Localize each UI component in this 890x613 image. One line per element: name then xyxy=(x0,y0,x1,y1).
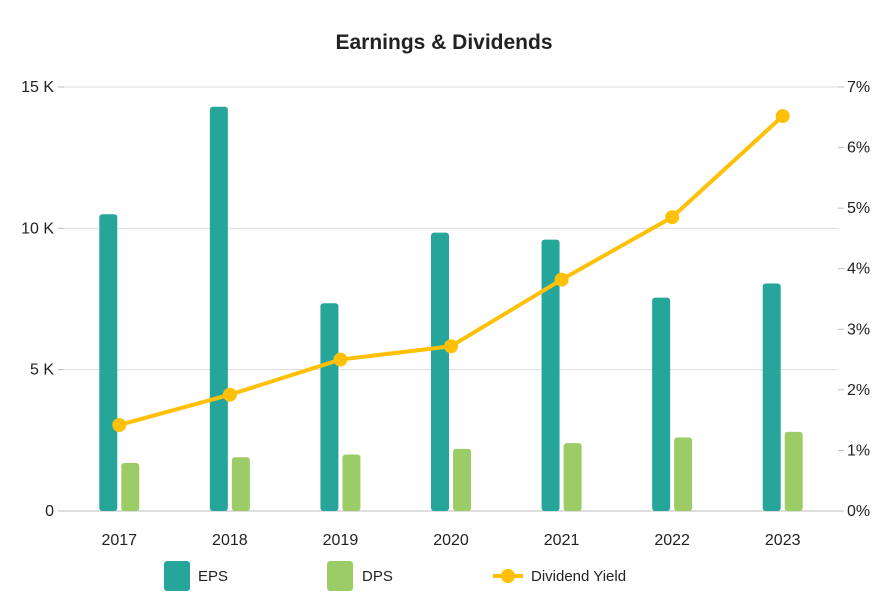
x-tick-label: 2020 xyxy=(433,532,469,549)
legend-eps-label[interactable]: EPS xyxy=(198,568,228,585)
legend-dividend-yield-label[interactable]: Dividend Yield xyxy=(531,568,626,585)
left-axis: 0 5 K 10 K 15 K xyxy=(21,79,64,520)
eps-bar[interactable] xyxy=(99,214,118,511)
dps-bar[interactable] xyxy=(342,454,361,511)
dps-bar[interactable] xyxy=(784,431,803,511)
left-tick-label: 0 xyxy=(45,503,54,520)
legend: EPS DPS Dividend Yield xyxy=(164,561,626,591)
legend-eps-swatch[interactable] xyxy=(164,561,190,591)
dividend-yield-point[interactable] xyxy=(775,109,790,124)
right-tick-label: 6% xyxy=(847,140,870,157)
legend-dps-label[interactable]: DPS xyxy=(362,568,393,585)
eps-bar[interactable] xyxy=(320,303,339,511)
dividend-yield-point[interactable] xyxy=(554,272,569,287)
eps-bar[interactable] xyxy=(652,297,671,511)
dividend-yield-point[interactable] xyxy=(112,417,127,432)
dps-bar[interactable] xyxy=(231,457,250,511)
left-tick-label: 10 K xyxy=(21,220,54,237)
dividend-yield-point[interactable] xyxy=(222,387,237,402)
left-tick-label: 5 K xyxy=(30,362,54,379)
right-tick-label: 5% xyxy=(847,200,870,217)
eps-bar[interactable] xyxy=(762,283,781,511)
legend-dps-swatch[interactable] xyxy=(327,561,353,591)
x-tick-label: 2023 xyxy=(765,532,801,549)
x-tick-label: 2019 xyxy=(323,532,359,549)
left-tick-label: 15 K xyxy=(21,79,54,96)
gridlines xyxy=(64,86,838,512)
bars xyxy=(99,106,803,511)
eps-bar[interactable] xyxy=(431,232,449,511)
right-tick-label: 2% xyxy=(847,382,870,399)
right-tick-label: 4% xyxy=(847,261,870,278)
right-tick-label: 0% xyxy=(847,503,870,520)
chart-title: Earnings & Dividends xyxy=(335,31,552,54)
x-tick-label: 2022 xyxy=(654,532,690,549)
dividend-yield-point[interactable] xyxy=(333,352,348,367)
eps-bar[interactable] xyxy=(541,239,560,511)
eps-bar[interactable] xyxy=(209,106,228,511)
x-tick-label: 2017 xyxy=(101,532,137,549)
x-tick-label: 2018 xyxy=(212,532,248,549)
dps-bar[interactable] xyxy=(563,443,582,511)
dividend-yield-point[interactable] xyxy=(444,339,458,354)
dividend-yield-point[interactable] xyxy=(665,210,680,225)
legend-dividend-yield-marker[interactable] xyxy=(501,569,515,583)
right-tick-label: 7% xyxy=(847,79,870,96)
dps-bar[interactable] xyxy=(674,437,693,511)
dividend-yield-line xyxy=(112,109,790,432)
dps-bar[interactable] xyxy=(121,462,140,511)
right-axis: 0% 1% 2% 3% 4% 5% 6% 7% xyxy=(838,79,870,520)
dps-bar[interactable] xyxy=(453,448,471,511)
x-axis: 2017 2018 2019 2020 2021 2022 2023 xyxy=(101,532,800,549)
x-tick-label: 2021 xyxy=(544,532,580,549)
right-tick-label: 3% xyxy=(847,321,870,338)
right-tick-label: 1% xyxy=(847,442,870,459)
